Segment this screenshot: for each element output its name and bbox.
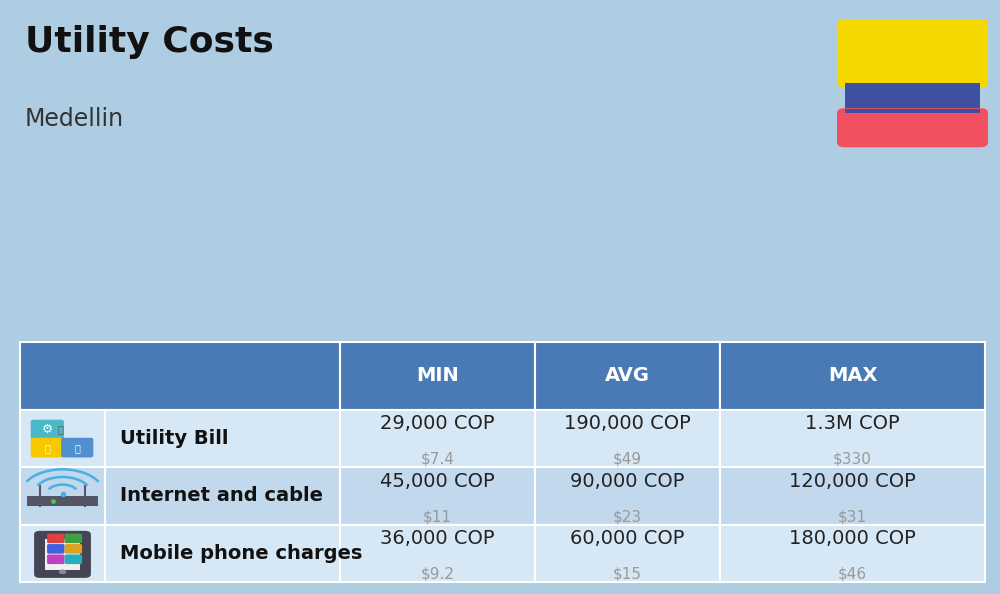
FancyBboxPatch shape [340, 342, 535, 410]
FancyBboxPatch shape [105, 467, 340, 525]
FancyBboxPatch shape [105, 410, 340, 467]
Text: 36,000 COP: 36,000 COP [380, 529, 495, 548]
Text: Mobile phone charges: Mobile phone charges [120, 544, 362, 563]
Text: 90,000 COP: 90,000 COP [570, 472, 685, 491]
FancyBboxPatch shape [61, 438, 93, 457]
FancyBboxPatch shape [535, 467, 720, 525]
Text: $15: $15 [613, 567, 642, 582]
FancyBboxPatch shape [837, 108, 988, 147]
FancyBboxPatch shape [535, 342, 720, 410]
Circle shape [59, 570, 66, 574]
Text: 60,000 COP: 60,000 COP [570, 529, 685, 548]
FancyBboxPatch shape [34, 531, 91, 578]
FancyBboxPatch shape [65, 555, 82, 564]
FancyBboxPatch shape [720, 342, 985, 410]
Text: Utility Costs: Utility Costs [25, 24, 274, 59]
FancyBboxPatch shape [340, 467, 535, 525]
FancyBboxPatch shape [535, 410, 720, 467]
Bar [845, 80, 980, 83]
Text: $9.2: $9.2 [420, 567, 454, 582]
FancyBboxPatch shape [105, 525, 340, 582]
Text: $46: $46 [838, 567, 867, 582]
Text: ⚙: ⚙ [42, 423, 53, 436]
Text: $31: $31 [838, 509, 867, 525]
Text: $23: $23 [613, 509, 642, 525]
FancyBboxPatch shape [720, 410, 985, 467]
Text: Utility Bill: Utility Bill [120, 429, 228, 448]
Text: 29,000 COP: 29,000 COP [380, 414, 495, 433]
FancyBboxPatch shape [20, 342, 340, 410]
Text: $330: $330 [833, 452, 872, 467]
FancyBboxPatch shape [20, 525, 105, 582]
Text: 45,000 COP: 45,000 COP [380, 472, 495, 491]
FancyBboxPatch shape [31, 438, 63, 457]
Text: 190,000 COP: 190,000 COP [564, 414, 691, 433]
FancyBboxPatch shape [720, 467, 985, 525]
Bar [27, 496, 98, 507]
Bar [845, 109, 980, 113]
Text: 1.3M COP: 1.3M COP [805, 414, 900, 433]
Text: 🚰: 🚰 [75, 443, 80, 453]
FancyBboxPatch shape [340, 410, 535, 467]
Bar [845, 83, 980, 113]
Text: $11: $11 [423, 509, 452, 525]
Text: Medellin: Medellin [25, 107, 124, 131]
FancyBboxPatch shape [340, 525, 535, 582]
Text: $7.4: $7.4 [421, 452, 454, 467]
FancyBboxPatch shape [65, 533, 82, 543]
FancyBboxPatch shape [20, 410, 105, 467]
Text: MAX: MAX [828, 366, 877, 385]
Text: MIN: MIN [416, 366, 459, 385]
FancyBboxPatch shape [47, 544, 64, 554]
Text: 120,000 COP: 120,000 COP [789, 472, 916, 491]
Bar [45, 539, 80, 570]
Text: 👤: 👤 [58, 425, 64, 435]
Text: $49: $49 [613, 452, 642, 467]
FancyBboxPatch shape [837, 19, 988, 88]
Text: Internet and cable: Internet and cable [120, 486, 323, 505]
FancyBboxPatch shape [47, 555, 64, 564]
FancyBboxPatch shape [720, 525, 985, 582]
Text: 🔌: 🔌 [45, 443, 50, 453]
FancyBboxPatch shape [65, 544, 82, 554]
FancyBboxPatch shape [535, 525, 720, 582]
Text: AVG: AVG [605, 366, 650, 385]
FancyBboxPatch shape [47, 533, 64, 543]
Text: 180,000 COP: 180,000 COP [789, 529, 916, 548]
FancyBboxPatch shape [31, 420, 64, 440]
FancyBboxPatch shape [20, 467, 105, 525]
